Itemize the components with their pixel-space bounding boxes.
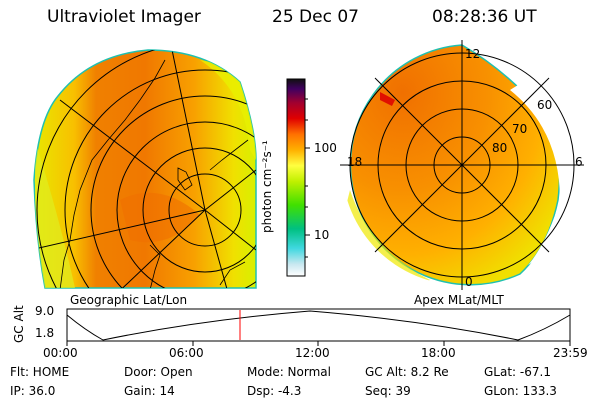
time-tick-0000: 00:00 (43, 346, 78, 360)
altitude-plot (66, 308, 571, 346)
mlt-label-6: 6 (575, 155, 583, 169)
geographic-caption: Geographic Lat/Lon (70, 293, 188, 307)
time-tick-2359: 23:59 (553, 346, 588, 360)
info-flight: Flt: HOME (10, 365, 70, 379)
altitude-ymax: 9.0 (35, 304, 55, 318)
mlat-label-80: 80 (492, 141, 508, 155)
colorbar-tick-10: 10 (314, 228, 330, 242)
time-tick-1200: 12:00 (295, 346, 330, 360)
info-seq: Seq: 39 (365, 384, 411, 398)
date-label: 25 Dec 07 (272, 7, 359, 27)
mlt-label-18: 18 (347, 155, 363, 169)
magnetic-caption: Apex MLat/MLT (414, 293, 504, 307)
info-dsp: Dsp: -4.3 (247, 384, 302, 398)
info-ip: IP: 36.0 (10, 384, 56, 398)
altitude-ylabel: GC Alt (12, 305, 26, 343)
colorbar-tick-100: 100 (314, 141, 337, 155)
magnetic-image (340, 40, 584, 290)
colorbar-unit-label: photon cm⁻²s⁻¹ (260, 140, 274, 233)
geographic-image (33, 49, 257, 289)
info-gain: Gain: 14 (124, 384, 175, 398)
mlt-label-0: 0 (465, 275, 473, 289)
info-gc-alt: GC Alt: 8.2 Re (365, 365, 449, 379)
info-door: Door: Open (124, 365, 193, 379)
colorbar-ticks (305, 98, 310, 258)
time-ticks (66, 341, 571, 346)
info-mode: Mode: Normal (247, 365, 331, 379)
geo-longitude-lines (34, 50, 256, 288)
colorbar (286, 78, 306, 277)
altitude-ymin: 1.8 (35, 326, 55, 340)
time-label: 08:28:36 UT (432, 7, 537, 27)
info-glon: GLon: 133.3 (484, 384, 557, 398)
app-title: Ultraviolet Imager (47, 7, 201, 27)
mlt-label-12: 12 (465, 47, 481, 61)
mlat-label-70: 70 (512, 122, 528, 136)
info-glat: GLat: -67.1 (484, 365, 551, 379)
geo-latitude-circles (36, 50, 256, 288)
coastlines (59, 59, 249, 288)
time-tick-1800: 18:00 (421, 346, 456, 360)
time-tick-0600: 06:00 (169, 346, 204, 360)
mlt-lines (340, 40, 584, 290)
mlat-label-60: 60 (537, 98, 553, 112)
